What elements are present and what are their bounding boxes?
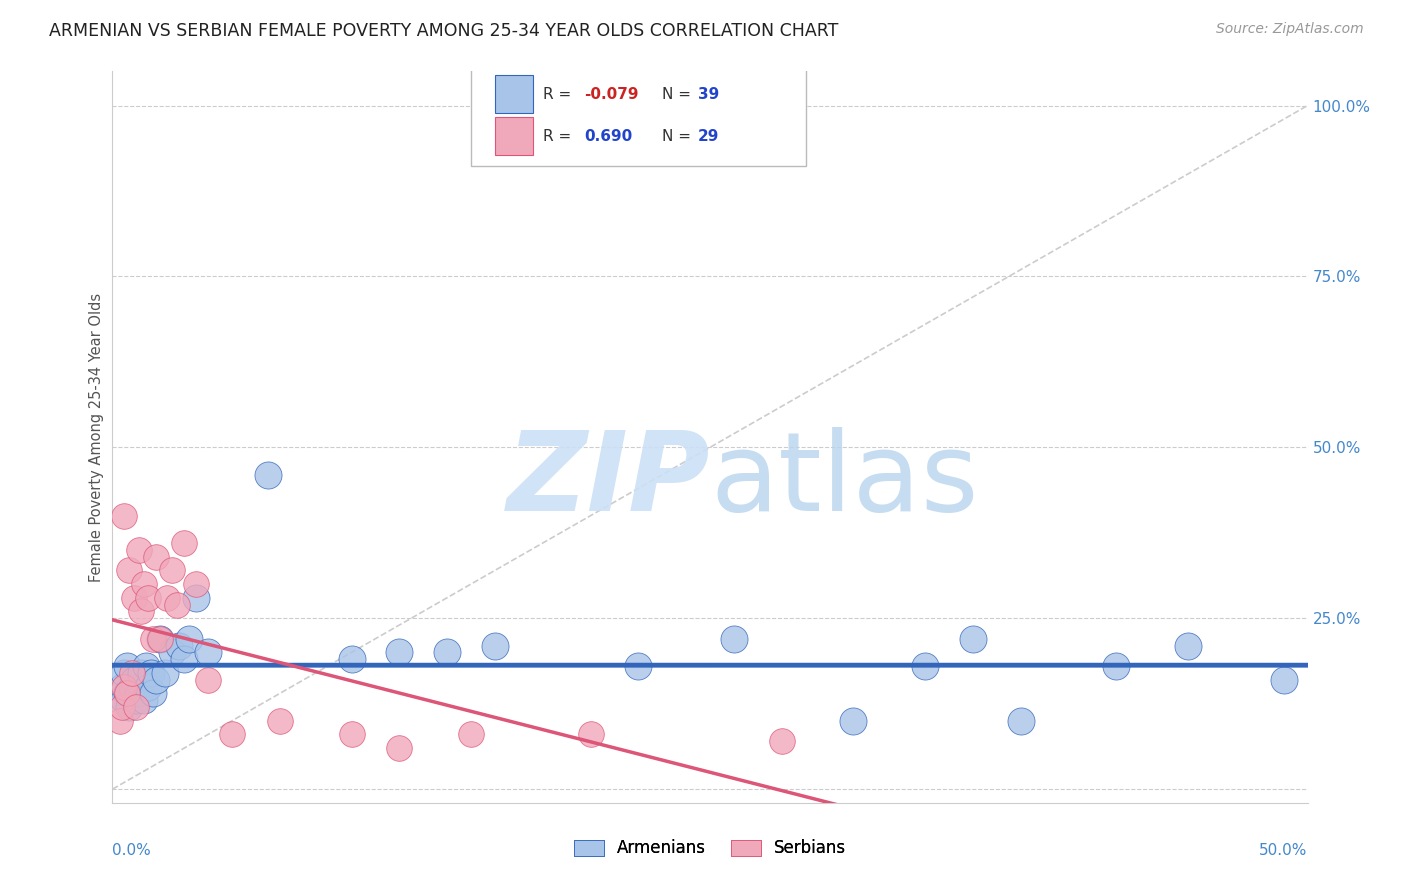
Point xyxy=(139,665,162,680)
Point xyxy=(162,645,183,659)
Point xyxy=(111,680,134,694)
Point xyxy=(108,714,131,728)
Point xyxy=(186,591,208,605)
Point xyxy=(162,563,183,577)
Point xyxy=(269,714,291,728)
Point xyxy=(118,563,141,577)
Point xyxy=(125,693,148,707)
Point xyxy=(1010,714,1032,728)
Text: N =: N = xyxy=(662,128,692,144)
Point xyxy=(128,686,150,700)
Point xyxy=(135,659,157,673)
Point xyxy=(145,673,167,687)
Text: -0.079: -0.079 xyxy=(585,87,640,102)
Point xyxy=(627,659,650,673)
Point xyxy=(114,508,135,523)
Point xyxy=(340,652,363,666)
Point xyxy=(153,665,176,680)
Point xyxy=(1272,673,1295,687)
Text: N =: N = xyxy=(662,87,692,102)
Y-axis label: Female Poverty Among 25-34 Year Olds: Female Poverty Among 25-34 Year Olds xyxy=(89,293,104,582)
Legend: Armenians, Serbians: Armenians, Serbians xyxy=(567,832,853,864)
Point xyxy=(340,727,363,741)
Point xyxy=(388,645,411,659)
Point xyxy=(142,632,165,646)
Point xyxy=(177,632,200,646)
Point xyxy=(129,604,152,618)
Point xyxy=(121,680,143,694)
Point xyxy=(962,632,984,646)
Point xyxy=(138,680,160,694)
FancyBboxPatch shape xyxy=(495,75,533,113)
Text: ARMENIAN VS SERBIAN FEMALE POVERTY AMONG 25-34 YEAR OLDS CORRELATION CHART: ARMENIAN VS SERBIAN FEMALE POVERTY AMONG… xyxy=(49,22,838,40)
Point xyxy=(257,467,280,482)
FancyBboxPatch shape xyxy=(471,68,806,167)
Point xyxy=(122,673,145,687)
Point xyxy=(149,632,172,646)
Point xyxy=(484,639,506,653)
Point xyxy=(121,665,143,680)
Point xyxy=(1105,659,1128,673)
FancyBboxPatch shape xyxy=(495,117,533,155)
Point xyxy=(221,727,243,741)
Text: atlas: atlas xyxy=(710,427,979,534)
Point xyxy=(186,577,208,591)
Point xyxy=(132,577,155,591)
Point xyxy=(169,639,191,653)
Point xyxy=(460,727,482,741)
Point xyxy=(173,536,195,550)
Text: ZIP: ZIP xyxy=(506,427,710,534)
Point xyxy=(149,632,172,646)
Point xyxy=(132,693,155,707)
Point xyxy=(114,680,135,694)
Text: 50.0%: 50.0% xyxy=(1260,843,1308,858)
Point xyxy=(770,734,793,748)
Point xyxy=(197,645,219,659)
Point xyxy=(115,686,138,700)
Point xyxy=(129,665,152,680)
Point xyxy=(723,632,745,646)
Text: 0.0%: 0.0% xyxy=(112,843,152,858)
Text: 0.690: 0.690 xyxy=(585,128,633,144)
Point xyxy=(125,700,148,714)
Point xyxy=(128,542,150,557)
Point xyxy=(166,598,188,612)
Text: R =: R = xyxy=(543,87,571,102)
Text: 39: 39 xyxy=(699,87,720,102)
Point xyxy=(1177,639,1199,653)
Point xyxy=(115,686,138,700)
Point xyxy=(579,727,602,741)
Text: 29: 29 xyxy=(699,128,720,144)
Point xyxy=(156,591,179,605)
Point xyxy=(115,659,138,673)
Text: Source: ZipAtlas.com: Source: ZipAtlas.com xyxy=(1216,22,1364,37)
Point xyxy=(138,591,160,605)
Point xyxy=(388,741,411,756)
Point xyxy=(118,700,141,714)
Text: R =: R = xyxy=(543,128,571,144)
Point xyxy=(436,645,458,659)
Point xyxy=(842,714,865,728)
Point xyxy=(173,652,195,666)
Point xyxy=(122,591,145,605)
Point xyxy=(914,659,936,673)
Point xyxy=(111,700,134,714)
Point xyxy=(114,693,135,707)
Point xyxy=(145,549,167,564)
Point xyxy=(114,665,135,680)
Point xyxy=(197,673,219,687)
Point xyxy=(142,686,165,700)
